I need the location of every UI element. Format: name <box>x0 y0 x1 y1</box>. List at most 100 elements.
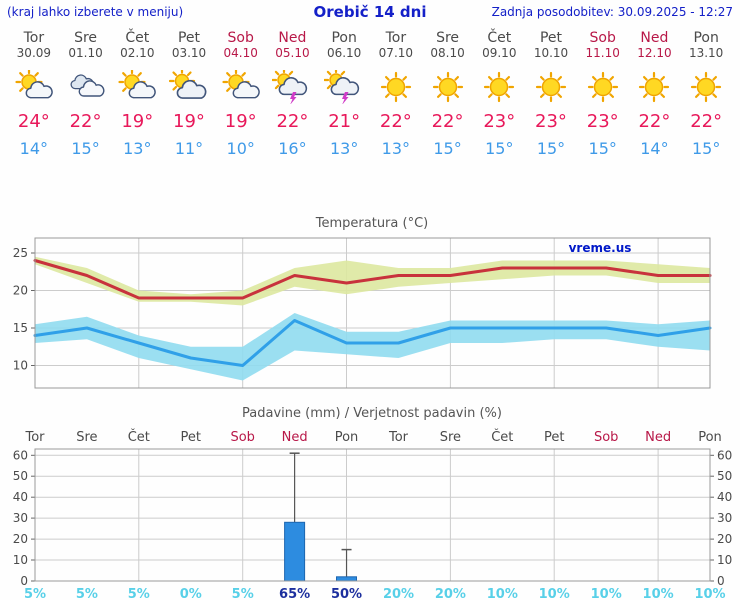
high-temp: 22° <box>638 111 671 132</box>
svg-text:20: 20 <box>717 532 732 546</box>
day-name: Sob <box>589 30 616 46</box>
svg-text:0: 0 <box>717 574 725 588</box>
clouds-icon <box>60 70 112 104</box>
day-column: Čet 02.10 19° 13° <box>111 30 163 158</box>
high-temp: 24° <box>17 111 50 132</box>
sun-icon <box>370 70 422 104</box>
sun-icon <box>680 70 732 104</box>
thunder-icon <box>318 70 370 104</box>
day-name: Sre <box>436 30 460 46</box>
low-temp: 13° <box>381 139 411 158</box>
svg-text:30: 30 <box>13 511 28 525</box>
svg-text:10%: 10% <box>694 587 725 602</box>
cloud-sun-icon <box>163 70 215 104</box>
sun-icon <box>473 70 525 104</box>
day-name: Pet <box>177 30 201 46</box>
day-name: Pon <box>693 30 719 46</box>
svg-text:Pon: Pon <box>335 430 359 445</box>
svg-text:0%: 0% <box>180 587 202 602</box>
low-temp: 15° <box>691 139 721 158</box>
day-column: Pon 13.10 22° 15° <box>680 30 732 158</box>
svg-text:Tor: Tor <box>388 430 409 445</box>
day-name: Ned <box>640 30 669 46</box>
svg-text:50%: 50% <box>331 587 362 602</box>
high-temp: 22° <box>379 111 412 132</box>
svg-text:Sre: Sre <box>76 430 97 445</box>
svg-text:10%: 10% <box>591 587 622 602</box>
svg-text:Sre: Sre <box>440 430 461 445</box>
low-temp: 15° <box>433 139 462 158</box>
low-temp: 15° <box>485 139 514 158</box>
svg-text:Ned: Ned <box>282 430 308 445</box>
sun-icon <box>525 70 577 104</box>
high-temp: 23° <box>535 111 567 132</box>
svg-text:Čet: Čet <box>491 429 513 445</box>
svg-text:5%: 5% <box>232 587 254 602</box>
high-temp: 22° <box>69 111 102 132</box>
svg-text:25: 25 <box>13 246 28 260</box>
svg-text:20: 20 <box>13 532 28 546</box>
day-name: Čet <box>487 30 512 46</box>
day-date: 05.10 <box>275 46 310 60</box>
thunder-icon <box>267 70 319 104</box>
temperature-chart: 10 15 20 25 Temperatura (°C) vreme.us <box>13 216 712 389</box>
high-temp: 19° <box>224 111 257 132</box>
low-temp: 14° <box>19 139 49 158</box>
low-temp: 13° <box>123 139 152 158</box>
day-column: Pet 10.10 23° 15° <box>525 30 577 158</box>
svg-text:10%: 10% <box>487 587 518 602</box>
day-date: 13.10 <box>688 46 724 60</box>
day-date: 04.10 <box>223 46 258 60</box>
day-name: Čet <box>125 30 150 46</box>
svg-text:50: 50 <box>13 469 28 483</box>
low-temp: 15° <box>536 139 566 158</box>
high-temp: 22° <box>690 111 723 132</box>
day-date: 09.10 <box>482 46 517 60</box>
low-temp: 10° <box>226 139 255 158</box>
svg-text:Pet: Pet <box>544 430 564 445</box>
svg-text:10: 10 <box>13 359 28 373</box>
day-column: Sob 11.10 23° 15° <box>577 30 629 158</box>
svg-text:10: 10 <box>13 553 28 567</box>
svg-text:40: 40 <box>13 490 28 504</box>
day-column: Tor 07.10 22° 13° <box>370 30 422 158</box>
menu-hint: (kraj lahko izberete v meniju) <box>7 5 184 19</box>
day-date: 12.10 <box>637 46 672 60</box>
low-temp: 11° <box>174 139 204 158</box>
day-date: 08.10 <box>430 46 465 60</box>
day-date: 30.09 <box>16 46 52 60</box>
svg-text:Čet: Čet <box>128 429 150 445</box>
day-column: Sre 01.10 22° 15° <box>60 30 112 158</box>
svg-text:30: 30 <box>717 511 732 525</box>
svg-text:10%: 10% <box>643 587 674 602</box>
day-date: 01.10 <box>68 46 103 60</box>
day-column: Ned 12.10 22° 14° <box>629 30 681 158</box>
day-name: Sre <box>74 30 98 46</box>
sun-icon <box>422 70 474 104</box>
svg-text:Pon: Pon <box>698 430 722 445</box>
svg-text:40: 40 <box>717 490 732 504</box>
day-date: 10.10 <box>533 46 569 60</box>
precipitation-chart: 0 0 10 10 20 20 30 30 40 40 50 50 60 60 Padavine (mm) … <box>13 406 733 602</box>
forecast-strip: Tor 30.09 24° 14° Sre 01.10 22° 15° Čet 02.10 19° 1… <box>8 30 732 158</box>
sun-icon <box>629 70 681 104</box>
day-name: Pon <box>331 30 357 46</box>
low-temp: 15° <box>588 139 617 158</box>
day-date: 11.10 <box>585 46 620 60</box>
svg-text:Ned: Ned <box>645 430 671 445</box>
svg-text:20%: 20% <box>435 587 466 602</box>
svg-text:10: 10 <box>717 553 732 567</box>
svg-text:Tor: Tor <box>24 430 45 445</box>
sun-cloud-icon <box>111 70 163 104</box>
day-name: Sob <box>227 30 254 46</box>
day-name: Tor <box>385 30 407 46</box>
day-column: Pet 03.10 19° 11° <box>163 30 215 158</box>
high-temp: 23° <box>586 111 619 132</box>
svg-text:0: 0 <box>20 574 28 588</box>
sun-cloud-icon <box>215 70 267 104</box>
day-column: Tor 30.09 24° 14° <box>8 30 60 158</box>
svg-text:Sob: Sob <box>230 430 254 445</box>
svg-text:20%: 20% <box>383 587 414 602</box>
day-name: Ned <box>278 30 307 46</box>
